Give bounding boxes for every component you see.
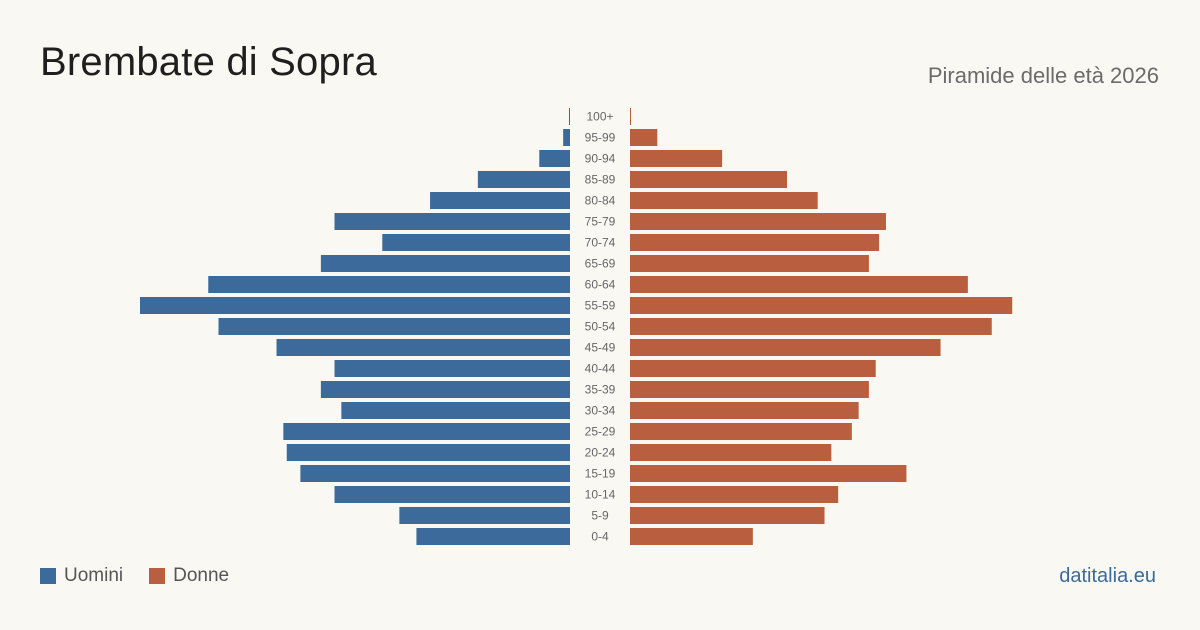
- bar-male-40-44: [334, 360, 570, 377]
- bar-male-65-69: [320, 255, 570, 272]
- bar-female-50-54: [630, 318, 992, 335]
- age-label-5-9: 5-9: [591, 509, 609, 523]
- bar-female-95-99: [630, 129, 658, 146]
- age-label-10-14: 10-14: [585, 488, 616, 502]
- bar-male-25-29: [283, 423, 570, 440]
- age-label-20-24: 20-24: [585, 446, 616, 460]
- age-label-70-74: 70-74: [585, 236, 616, 250]
- legend-label-female: Donne: [173, 565, 230, 586]
- legend-item-male: Uomini: [40, 565, 123, 587]
- bar-female-0-4: [630, 528, 753, 545]
- bar-female-5-9: [630, 507, 825, 524]
- bar-male-35-39: [320, 381, 570, 398]
- bar-male-45-49: [276, 339, 570, 356]
- legend-item-female: Donne: [149, 565, 229, 587]
- bar-female-85-89: [630, 171, 787, 188]
- bar-male-5-9: [399, 507, 570, 524]
- age-label-30-34: 30-34: [585, 404, 616, 418]
- bar-female-90-94: [630, 150, 723, 167]
- age-label-75-79: 75-79: [585, 215, 616, 229]
- age-label-25-29: 25-29: [585, 425, 616, 439]
- age-label-35-39: 35-39: [585, 383, 616, 397]
- bar-male-90-94: [539, 150, 570, 167]
- age-label-95-99: 95-99: [585, 131, 616, 145]
- legend-swatch-female: [149, 568, 166, 584]
- bar-female-40-44: [630, 360, 876, 377]
- legend-swatch-male: [40, 568, 56, 584]
- bar-female-20-24: [630, 444, 832, 461]
- age-label-80-84: 80-84: [585, 194, 616, 208]
- age-label-65-69: 65-69: [585, 257, 616, 271]
- source-link[interactable]: datitalia.eu: [1059, 565, 1156, 587]
- bar-male-70-74: [382, 234, 570, 251]
- bar-female-65-69: [630, 255, 869, 272]
- bar-female-35-39: [630, 381, 869, 398]
- bar-female-45-49: [630, 339, 941, 356]
- bar-male-0-4: [416, 528, 570, 545]
- bar-female-80-84: [630, 192, 818, 209]
- bar-female-60-64: [630, 276, 968, 293]
- age-label-40-44: 40-44: [585, 362, 616, 376]
- bar-male-10-14: [334, 486, 570, 503]
- age-label-50-54: 50-54: [585, 320, 616, 334]
- bar-female-55-59: [630, 297, 1013, 314]
- bar-male-15-19: [300, 465, 570, 482]
- legend-label-male: Uomini: [64, 565, 124, 586]
- bar-male-20-24: [286, 444, 570, 461]
- age-label-55-59: 55-59: [585, 299, 616, 313]
- bar-female-100+: [630, 108, 632, 125]
- bar-male-30-34: [341, 402, 570, 419]
- bar-male-100+: [568, 108, 570, 125]
- age-label-85-89: 85-89: [585, 173, 616, 187]
- chart-title: Brembate di Sopra: [40, 40, 377, 84]
- age-label-15-19: 15-19: [585, 467, 616, 481]
- bar-male-85-89: [477, 171, 570, 188]
- age-label-90-94: 90-94: [585, 152, 616, 166]
- bar-male-50-54: [218, 318, 570, 335]
- bar-male-75-79: [334, 213, 570, 230]
- bar-male-80-84: [430, 192, 570, 209]
- age-label-45-49: 45-49: [585, 341, 616, 355]
- bar-male-60-64: [208, 276, 570, 293]
- bar-female-10-14: [630, 486, 839, 503]
- bar-female-30-34: [630, 402, 859, 419]
- bar-female-70-74: [630, 234, 880, 251]
- bar-female-15-19: [630, 465, 907, 482]
- legend: Uomini Donne: [40, 565, 255, 587]
- bar-female-25-29: [630, 423, 852, 440]
- chart-subtitle: Piramide delle età 2026: [927, 63, 1159, 88]
- bar-female-75-79: [630, 213, 886, 230]
- age-label-0-4: 0-4: [591, 530, 609, 544]
- age-label-60-64: 60-64: [585, 278, 616, 292]
- bar-male-55-59: [140, 297, 570, 314]
- age-label-100+: 100+: [586, 110, 613, 124]
- bar-male-95-99: [563, 129, 570, 146]
